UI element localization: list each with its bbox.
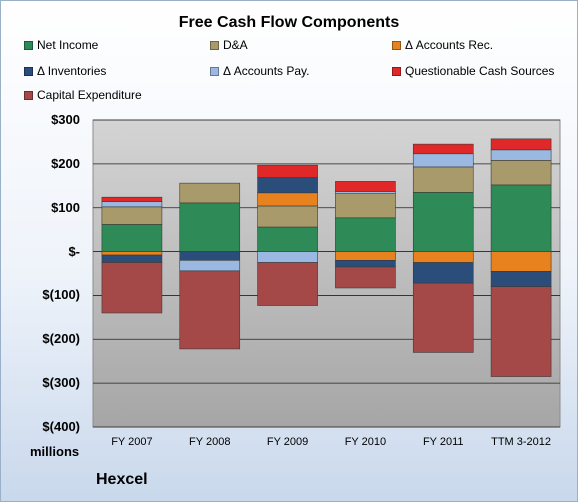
bar-segment: [412, 143, 474, 155]
bar-segment: [257, 192, 318, 207]
bar-segment: [412, 166, 474, 193]
bar-segment: [490, 251, 552, 272]
legend-item: Δ Inventories: [24, 64, 106, 78]
bar-segment: [412, 153, 474, 168]
x-tick-label: FY 2010: [344, 436, 387, 448]
bar-segment: [335, 181, 396, 192]
x-tick-label: TTM 3-2012: [491, 436, 552, 448]
bar-segment: [179, 202, 241, 252]
y-tick-label: $(100): [42, 287, 80, 303]
bar-segment: [179, 251, 241, 261]
legend-swatch: [24, 41, 33, 51]
legend-item: D&A: [210, 38, 248, 52]
plot-area: [92, 119, 561, 428]
legend-swatch: [24, 91, 33, 101]
bar-segment: [490, 160, 552, 186]
bar-segment: [335, 251, 396, 261]
bar-segment: [412, 262, 474, 284]
company-label: Hexcel: [96, 471, 148, 488]
legend-label: Questionable Cash Sources: [405, 64, 555, 78]
x-tick-label: FY 2008: [189, 436, 231, 448]
y-tick-label: $(200): [42, 331, 80, 347]
bar-segment: [335, 217, 396, 252]
legend-label: D&A: [223, 38, 248, 52]
bar-segment: [257, 226, 318, 252]
bar-segment: [101, 251, 163, 256]
bar-segment: [335, 191, 396, 194]
x-tick-label: FY 2009: [266, 436, 309, 448]
legend-label: Capital Expenditure: [37, 88, 142, 102]
x-tick-label: FY 2011: [422, 436, 464, 448]
y-tick-label: $-: [68, 243, 80, 259]
bar-segment: [179, 260, 241, 272]
bar-segment: [101, 254, 163, 263]
legend-item: Δ Accounts Pay.: [210, 64, 310, 78]
x-tick-label: FY 2007: [111, 436, 153, 448]
bar-segment: [257, 164, 318, 178]
bar-segment: [412, 282, 474, 353]
bar-segment: [257, 177, 318, 194]
bar-segment: [335, 193, 396, 219]
bar-segment: [412, 192, 474, 252]
y-tick-label: $200: [51, 155, 80, 171]
legend-swatch: [24, 67, 33, 77]
bar-segment: [412, 251, 474, 263]
legend-label: Δ Accounts Rec.: [405, 38, 494, 52]
bar-segment: [257, 262, 318, 306]
legend-swatch: [210, 67, 219, 77]
y-tick-label: $(400): [42, 419, 80, 434]
legend-item: Δ Accounts Rec.: [392, 38, 493, 52]
legend-label: Net Income: [37, 38, 99, 52]
legend-label: Δ Inventories: [37, 64, 107, 78]
bar-segment: [490, 138, 552, 151]
y-tick-label: $(300): [42, 375, 80, 391]
legend-swatch: [392, 41, 401, 51]
bar-segment: [257, 205, 318, 228]
bar-segment: [335, 260, 396, 268]
bar-segment: [490, 286, 552, 377]
units-label: millions: [30, 444, 80, 459]
bar-segment: [490, 271, 552, 287]
bar-segment: [490, 149, 552, 161]
bar-segment: [335, 266, 396, 289]
legend-item: Capital Expenditure: [24, 88, 142, 102]
legend-swatch: [210, 41, 219, 51]
y-tick-label: $300: [51, 112, 80, 127]
bar-segment: [101, 206, 163, 225]
bar-segment: [101, 201, 163, 208]
bar-segment: [179, 182, 241, 204]
y-tick-label: $100: [51, 199, 80, 215]
bar-segment: [101, 224, 163, 252]
legend-item: Net Income: [24, 38, 98, 52]
bar-segment: [101, 196, 163, 202]
bar-segment: [101, 262, 163, 314]
chart-title: Free Cash Flow Components: [178, 14, 400, 31]
legend-item: Questionable Cash Sources: [392, 64, 554, 78]
bar-segment: [257, 251, 318, 263]
bar-segment: [490, 184, 552, 252]
bar-segment: [179, 270, 241, 350]
legend-swatch: [392, 67, 401, 77]
legend-label: Δ Accounts Pay.: [223, 64, 310, 78]
